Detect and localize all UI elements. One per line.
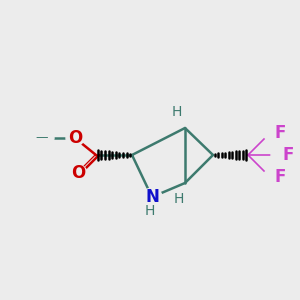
Text: —: — (35, 131, 48, 145)
Ellipse shape (69, 165, 87, 181)
Ellipse shape (263, 126, 277, 140)
Text: O: O (71, 164, 85, 182)
Text: H: H (145, 204, 155, 218)
Text: F: F (282, 146, 293, 164)
Ellipse shape (66, 130, 84, 146)
Text: F: F (274, 124, 285, 142)
Ellipse shape (30, 130, 54, 146)
Text: H: H (174, 192, 184, 206)
Ellipse shape (271, 148, 285, 162)
Text: N: N (145, 188, 159, 206)
Text: O: O (68, 129, 82, 147)
Ellipse shape (173, 192, 187, 206)
Ellipse shape (142, 188, 162, 206)
Text: F: F (274, 168, 285, 186)
Ellipse shape (173, 105, 187, 119)
Ellipse shape (263, 170, 277, 184)
Text: H: H (172, 105, 182, 119)
